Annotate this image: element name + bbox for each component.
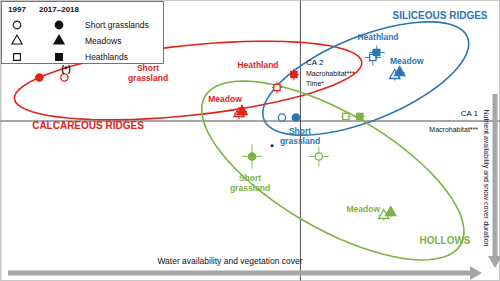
axis-test: Macrohabitat*** [306, 70, 355, 77]
point [278, 114, 285, 121]
arrow-shaft [8, 271, 472, 276]
legend-label: Short grasslands [85, 20, 149, 30]
arrow-head [470, 266, 482, 280]
legend-label: Heathlands [85, 52, 128, 62]
legend-marker [12, 35, 22, 44]
point [248, 153, 255, 160]
habitat-label: Meadow [390, 56, 424, 66]
annotation: (*) [61, 64, 71, 74]
habitat-label: Shortgrassland [230, 173, 270, 193]
point [343, 113, 349, 119]
legend-marker [55, 21, 63, 29]
point [274, 84, 280, 90]
point [237, 106, 247, 115]
plot-frame [1, 1, 500, 281]
label-line: grassland [280, 136, 320, 146]
legend-header: 2017–2018 [39, 5, 80, 14]
point [61, 74, 68, 81]
point [395, 67, 405, 76]
legend-box [2, 2, 164, 64]
legend-marker [56, 54, 63, 61]
y-axis-title: Nutrient availability and snow cover dur… [482, 110, 490, 247]
point [374, 49, 380, 55]
label-line: grassland [128, 73, 168, 83]
axis-test: Time* [306, 80, 324, 87]
group-ellipse [202, 81, 464, 260]
point [292, 114, 299, 121]
group-ellipse [263, 22, 469, 135]
habitat-label: Meadow [346, 204, 380, 214]
chart-svg: CALCAREOUS RIDGES SILICEOUS RIDGES HOLLOWS… [0, 0, 500, 281]
arrow-head [488, 256, 500, 268]
habitat-label: Heathland [237, 60, 278, 70]
axis-name: CA 2 [306, 58, 324, 67]
x-axis [1, 1, 500, 281]
group-name: SILICEOUS RIDGES [392, 10, 487, 21]
habitat-label: Heathland [357, 32, 398, 42]
axis-name: CA 1 [461, 109, 479, 118]
group-name: CALCAREOUS RIDGES [32, 120, 144, 131]
legend-marker [14, 54, 21, 61]
legend-label: Meadows [85, 36, 121, 46]
label-line: Short [137, 63, 159, 73]
annotation: * [270, 142, 274, 152]
habitat-label: Shortgrassland [128, 63, 168, 83]
axis-test: Macrohabitat*** [429, 126, 478, 133]
arrows [8, 94, 500, 280]
point [386, 207, 396, 216]
chart-root: CALCAREOUS RIDGES SILICEOUS RIDGES HOLLOWS… [0, 0, 500, 281]
x-axis-title: Water availability and vegetation cover [157, 256, 302, 266]
habitat-label: Shortgrassland [280, 126, 320, 146]
legend-marker [13, 21, 21, 29]
arrow-shaft [493, 94, 498, 258]
y-axis [1, 1, 500, 281]
point [315, 153, 322, 160]
label-line: Short [239, 173, 261, 183]
label-line: grassland [230, 183, 270, 193]
group-name: HOLLOWS [419, 235, 470, 246]
legend: 1997 2017–2018 Short grasslands Meadows Heat… [2, 2, 164, 64]
label-line: Short [289, 126, 311, 136]
habitat-label: Meadow [208, 94, 242, 104]
point [36, 74, 43, 81]
point [291, 71, 297, 77]
legend-marker [54, 35, 64, 44]
point [357, 113, 363, 119]
legend-header: 1997 [8, 5, 26, 14]
